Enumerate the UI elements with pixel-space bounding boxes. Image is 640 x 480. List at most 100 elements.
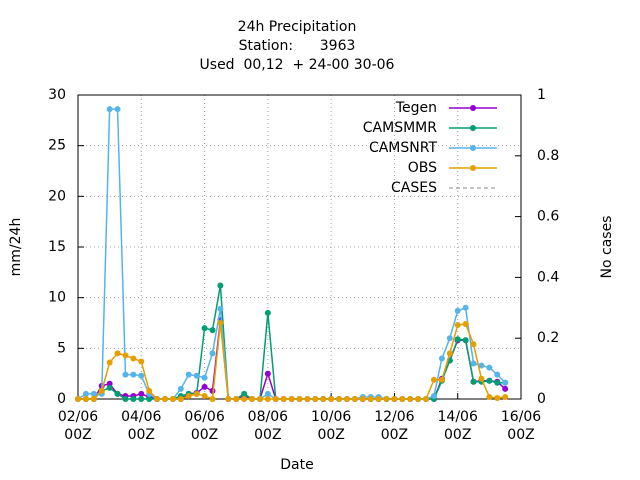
title-line: Station: 3963 bbox=[239, 38, 356, 54]
data-point bbox=[209, 327, 216, 334]
data-point bbox=[146, 396, 153, 402]
data-point bbox=[122, 371, 129, 378]
data-point bbox=[209, 350, 216, 357]
legend-label: OBS bbox=[408, 160, 437, 176]
data-point bbox=[201, 325, 208, 332]
data-point bbox=[82, 396, 89, 402]
data-point bbox=[130, 371, 137, 378]
legend-point bbox=[470, 105, 476, 111]
data-point bbox=[75, 396, 81, 402]
data-point bbox=[502, 379, 509, 386]
data-point bbox=[264, 396, 271, 402]
data-point bbox=[193, 372, 200, 379]
data-point bbox=[256, 396, 263, 402]
data-point bbox=[272, 396, 279, 402]
data-point bbox=[407, 396, 414, 402]
data-point bbox=[336, 396, 343, 402]
data-point bbox=[217, 305, 224, 312]
x-tick-label: 04/06 00Z bbox=[121, 409, 162, 443]
data-point bbox=[494, 371, 501, 378]
data-point bbox=[138, 358, 145, 365]
data-point bbox=[486, 364, 493, 371]
data-point bbox=[162, 396, 169, 402]
data-point bbox=[193, 390, 200, 397]
data-point bbox=[264, 309, 271, 316]
data-point bbox=[209, 396, 216, 402]
data-point bbox=[114, 106, 121, 113]
data-point bbox=[288, 396, 295, 402]
y-tick-label: 0 bbox=[57, 391, 66, 407]
data-point bbox=[351, 396, 358, 402]
data-point bbox=[399, 396, 406, 402]
data-point bbox=[502, 393, 509, 400]
data-point bbox=[169, 396, 176, 402]
data-point bbox=[106, 106, 113, 113]
data-point bbox=[462, 304, 469, 311]
y-tick-label: 5 bbox=[57, 340, 66, 356]
data-point bbox=[486, 377, 493, 384]
data-point bbox=[494, 379, 501, 386]
y2-tick-label: 1 bbox=[537, 87, 546, 103]
data-point bbox=[138, 372, 145, 379]
data-point bbox=[391, 396, 398, 402]
data-point bbox=[454, 307, 461, 314]
data-point bbox=[90, 390, 97, 397]
y2-axis-label: No cases bbox=[599, 216, 615, 279]
data-point bbox=[138, 396, 145, 402]
data-point bbox=[146, 387, 153, 394]
legend-label: CASES bbox=[391, 180, 437, 196]
x-tick-label: 06/06 00Z bbox=[184, 409, 225, 443]
data-point bbox=[367, 396, 374, 402]
data-point bbox=[454, 322, 461, 329]
x-tick-label: 08/06 00Z bbox=[247, 409, 289, 443]
data-point bbox=[130, 396, 137, 402]
legend-label: Tegen bbox=[395, 100, 437, 116]
data-point bbox=[320, 396, 327, 402]
data-point bbox=[383, 396, 390, 402]
y-tick-label: 15 bbox=[48, 239, 66, 255]
data-point bbox=[470, 341, 477, 348]
data-point bbox=[185, 392, 192, 399]
data-point bbox=[201, 383, 208, 390]
data-point bbox=[185, 371, 192, 378]
data-point bbox=[241, 396, 248, 402]
y-axis-label: mm/24h bbox=[8, 218, 24, 277]
data-point bbox=[177, 396, 184, 402]
data-point bbox=[225, 396, 232, 402]
data-point bbox=[241, 390, 248, 397]
data-point bbox=[201, 374, 208, 381]
y2-tick-label: 0.6 bbox=[537, 209, 559, 225]
data-point bbox=[217, 320, 224, 326]
data-point bbox=[114, 350, 121, 357]
y-tick-label: 10 bbox=[48, 290, 66, 306]
x-tick-label: 12/06 00Z bbox=[374, 409, 415, 443]
data-point bbox=[122, 352, 129, 359]
data-point bbox=[98, 387, 105, 394]
y2-tick-label: 0 bbox=[537, 391, 546, 407]
data-point bbox=[494, 394, 501, 401]
data-point bbox=[249, 396, 256, 402]
legend-label: CAMSMMR bbox=[363, 120, 437, 136]
x-tick-label: 14/06 00Z bbox=[437, 409, 478, 443]
y2-tick-label: 0.4 bbox=[537, 269, 559, 285]
data-point bbox=[470, 378, 477, 385]
data-point bbox=[502, 385, 509, 392]
data-point bbox=[462, 337, 469, 344]
data-point bbox=[106, 359, 113, 366]
data-point bbox=[82, 390, 89, 397]
y2-tick-label: 0.8 bbox=[537, 148, 559, 164]
y-tick-label: 20 bbox=[48, 188, 66, 204]
data-point bbox=[106, 384, 113, 391]
series-line bbox=[77, 108, 506, 400]
data-point bbox=[478, 375, 485, 382]
legend-point bbox=[470, 165, 476, 171]
data-point bbox=[486, 393, 493, 400]
data-point bbox=[280, 396, 287, 402]
data-point bbox=[304, 396, 311, 402]
data-point bbox=[423, 396, 430, 402]
data-point bbox=[296, 396, 303, 402]
data-point bbox=[328, 396, 335, 402]
data-point bbox=[438, 376, 445, 383]
legend-label: CAMSNRT bbox=[369, 140, 438, 156]
data-point bbox=[470, 360, 477, 367]
